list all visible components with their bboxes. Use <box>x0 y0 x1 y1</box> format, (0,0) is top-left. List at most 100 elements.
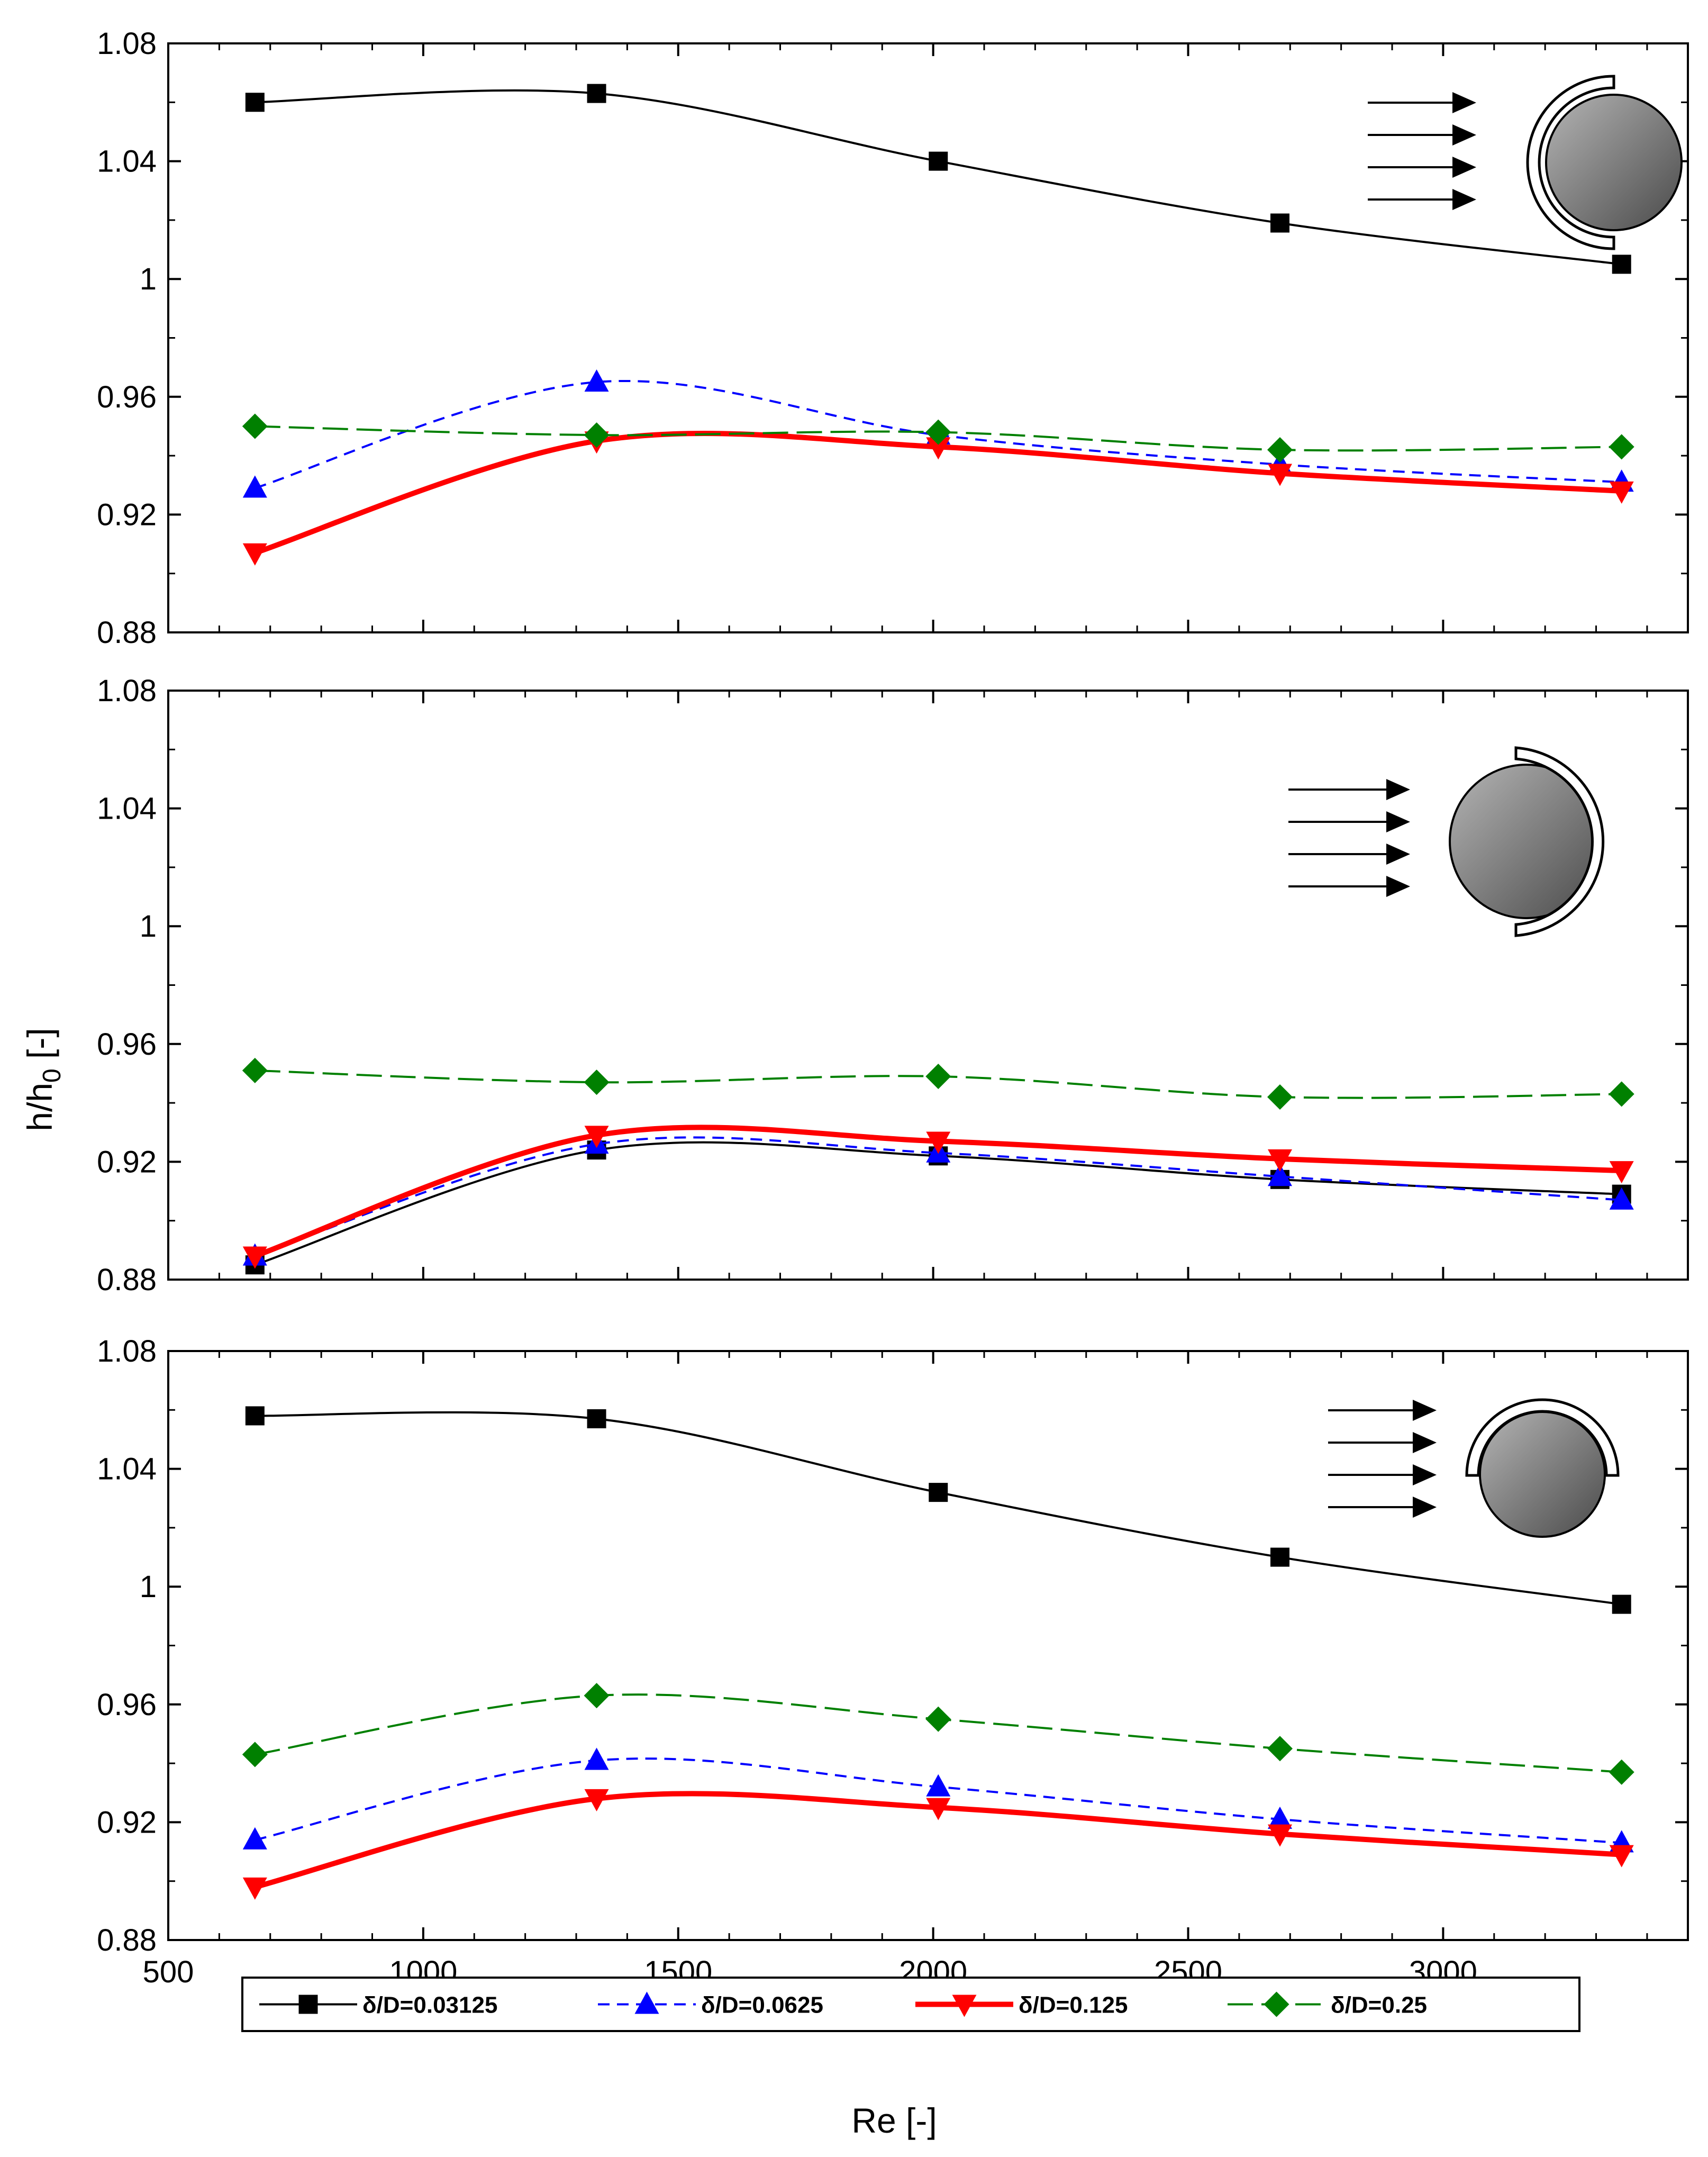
data-point <box>242 1057 268 1083</box>
y-tick-label: 0.88 <box>97 1263 157 1297</box>
data-point <box>1609 1161 1634 1184</box>
cylinder-cover-icon <box>1526 75 1683 250</box>
y-axis-ticks <box>168 690 1688 1281</box>
data-point <box>1609 1759 1634 1785</box>
series-line <box>255 1136 1622 1257</box>
series-δ/D=0.125 <box>242 1789 1634 1900</box>
legend-label: δ/D=0.25 <box>1331 1992 1427 2018</box>
data-point <box>1267 437 1293 463</box>
legend: δ/D=0.03125 δ/D=0.0625 δ/D=0.125 δ/D=0.25 <box>241 1977 1580 2032</box>
y-tick-label: 1.08 <box>97 26 157 61</box>
data-point <box>1267 1736 1293 1762</box>
data-point <box>1267 1824 1292 1847</box>
data-point <box>1267 1149 1292 1172</box>
data-point <box>1609 1081 1634 1107</box>
y-tick-label: 0.96 <box>97 1027 157 1062</box>
legend-marker <box>634 1991 659 2014</box>
cylinder-cover-icon <box>1449 746 1605 937</box>
y-tick-label: 1.08 <box>97 1334 157 1368</box>
series-δ/D=0.03125 <box>245 84 1631 274</box>
y-tick-label: 0.96 <box>97 380 157 414</box>
data-point <box>926 1774 951 1797</box>
flow-arrows-icon <box>1368 92 1476 210</box>
data-point <box>584 422 610 448</box>
legend-marker <box>298 1995 318 2014</box>
legend-marker <box>1264 1991 1289 2017</box>
data-point <box>1612 255 1631 274</box>
y-tick-label: 1.04 <box>97 792 157 826</box>
data-point <box>242 1877 267 1900</box>
y-tick-label: 1.08 <box>97 674 157 708</box>
series-line <box>255 1693 1622 1773</box>
data-point <box>1270 213 1289 233</box>
y-axis-ticks <box>168 42 1688 633</box>
flow-arrows-icon <box>1328 1400 1437 1518</box>
data-point <box>584 369 609 392</box>
data-point <box>1609 434 1634 460</box>
data-point <box>929 151 948 171</box>
data-point <box>587 84 606 103</box>
legend-item: δ/D=0.125 <box>915 1992 1128 2018</box>
y-tick-label: 0.92 <box>97 1805 157 1839</box>
data-point <box>587 1409 606 1428</box>
legend-label: δ/D=0.0625 <box>701 1992 823 2018</box>
y-tick-label: 1.04 <box>97 1452 157 1487</box>
y-tick-label: 0.92 <box>97 1145 157 1179</box>
data-point <box>1267 464 1292 486</box>
data-point <box>1609 1187 1634 1210</box>
data-point <box>584 1789 609 1811</box>
data-point <box>242 1246 267 1269</box>
data-point <box>242 475 267 498</box>
data-point <box>245 93 265 112</box>
data-point <box>1609 481 1634 504</box>
legend-label: δ/D=0.03125 <box>362 1992 497 2018</box>
data-point <box>929 1483 948 1502</box>
series-δ/D=0.25 <box>242 413 1634 463</box>
plot-frame <box>167 1350 1689 1941</box>
data-point <box>584 1126 609 1148</box>
legend-item: δ/D=0.03125 <box>259 1992 497 2018</box>
data-point <box>926 1131 951 1154</box>
data-point <box>242 413 268 439</box>
data-point <box>925 419 951 445</box>
y-tick-label: 1 <box>140 909 157 944</box>
y-tick-label: 1.04 <box>97 144 157 179</box>
series-δ/D=0.03125 <box>245 1406 1631 1614</box>
data-point <box>926 1798 951 1820</box>
data-point <box>1609 1845 1634 1868</box>
legend-item: δ/D=0.0625 <box>598 1991 823 2018</box>
legend-marker <box>952 1995 977 2017</box>
data-point <box>926 437 951 460</box>
flow-arrows-icon <box>1288 779 1410 897</box>
x-axis-ticks <box>167 1351 1648 1940</box>
y-tick-label: 0.88 <box>97 1923 157 1957</box>
y-axis-ticks <box>168 1350 1688 1941</box>
y-tick-label: 0.96 <box>97 1688 157 1722</box>
series-δ/D=0.25 <box>242 1057 1634 1110</box>
data-point <box>242 1827 267 1850</box>
data-point <box>925 1064 951 1090</box>
data-point <box>1267 1164 1292 1186</box>
data-point <box>925 1706 951 1732</box>
y-tick-label: 1 <box>140 262 157 296</box>
x-axis-label: Re [-] <box>851 2101 937 2140</box>
panel-middle: 0.88 0.92 0.96 1 1.04 1.08 <box>97 674 1689 1297</box>
x-axis-ticks <box>167 43 1648 632</box>
series-line <box>255 89 1622 266</box>
cylinder-cover-icon <box>1465 1398 1620 1538</box>
data-point <box>1267 1084 1293 1110</box>
data-point <box>1267 1806 1292 1829</box>
data-point <box>584 1070 610 1095</box>
y-tick-label: 0.92 <box>97 497 157 532</box>
data-point <box>1270 1547 1289 1567</box>
data-point <box>245 1406 265 1426</box>
y-axis-label: h/h0 [-] <box>20 1028 66 1131</box>
x-tick-label: 500 <box>143 1955 194 1989</box>
series-δ/D=0.125 <box>242 431 1634 566</box>
x-axis-ticks <box>167 691 1648 1280</box>
plot-frame <box>167 690 1689 1281</box>
legend-item: δ/D=0.25 <box>1228 1991 1427 2018</box>
y-tick-label: 0.88 <box>97 615 157 650</box>
